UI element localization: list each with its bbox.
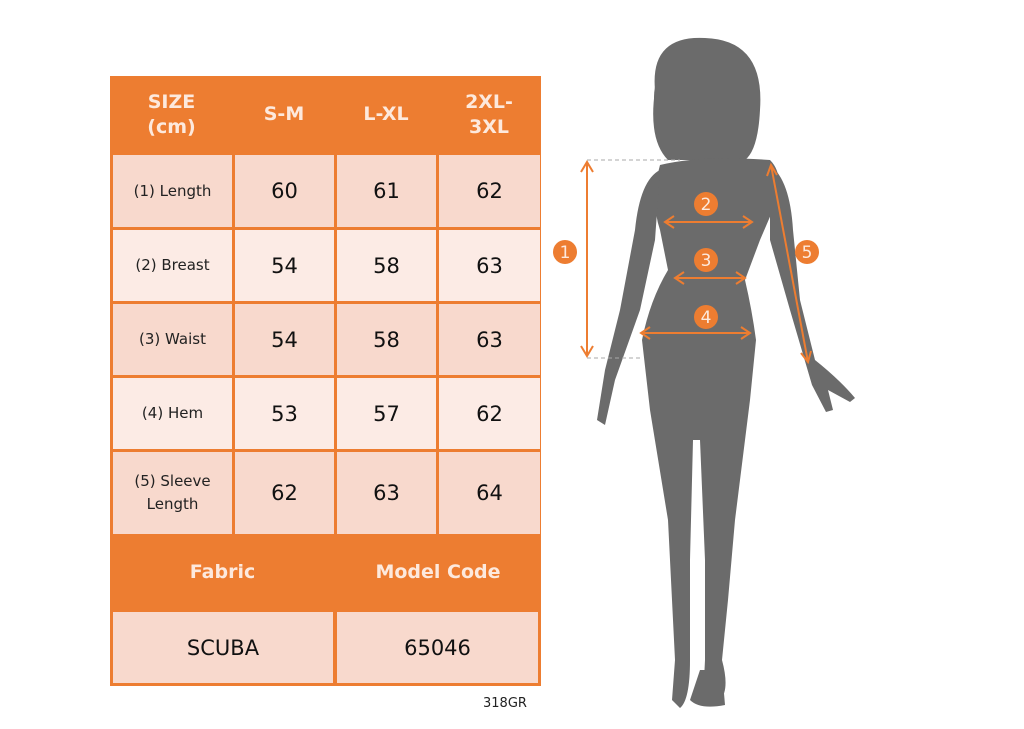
size-value: 54 [235,304,334,375]
size-value: 62 [439,378,540,449]
silhouette [597,37,855,709]
size-value: 58 [337,304,436,375]
size-value: 58 [337,230,436,301]
product-code: 318GR [483,696,527,711]
fabric-header: Fabric [189,561,256,583]
row-label: (4) Hem [113,378,232,449]
row-label: (2) Breast [113,230,232,301]
size-value: 63 [439,230,540,301]
marker-label: 1 [560,243,571,263]
size-value: 53 [235,378,334,449]
size-value: 61 [337,155,436,227]
model-code-value: 65046 [337,612,538,683]
marker-label: 3 [701,251,712,271]
column-header: 2XL- 3XL [465,90,513,138]
row-label: (1) Length [113,155,232,227]
marker-circle [694,248,718,272]
row-label: (5) Sleeve Length [113,452,232,534]
size-value: 63 [337,452,436,534]
size-value: 57 [337,378,436,449]
size-value: 64 [439,452,540,534]
fabric-value: SCUBA [113,612,333,683]
marker-circle [553,240,577,264]
size-value: 63 [439,304,540,375]
row-label: (3) Waist [113,304,232,375]
size-value: 60 [235,155,334,227]
column-header: S-M [263,103,305,125]
marker-circle [694,192,718,216]
marker-label: 4 [701,308,712,328]
marker-circle [795,240,819,264]
size-value: 62 [439,155,540,227]
measurement-arrows [580,159,812,365]
column-header: L-XL [363,103,409,125]
size-value: 62 [235,452,334,534]
column-header: SIZE (cm) [147,90,196,138]
marker-circle [694,305,718,329]
size-value: 54 [235,230,334,301]
marker-label: 5 [802,243,813,263]
marker-label: 2 [701,195,712,215]
model-code-header: Model Code [375,561,501,583]
size-chart-table: SIZE (cm) S-M L-XL 2XL- 3XL (1) Length 60 61 62 (2… [110,76,541,686]
